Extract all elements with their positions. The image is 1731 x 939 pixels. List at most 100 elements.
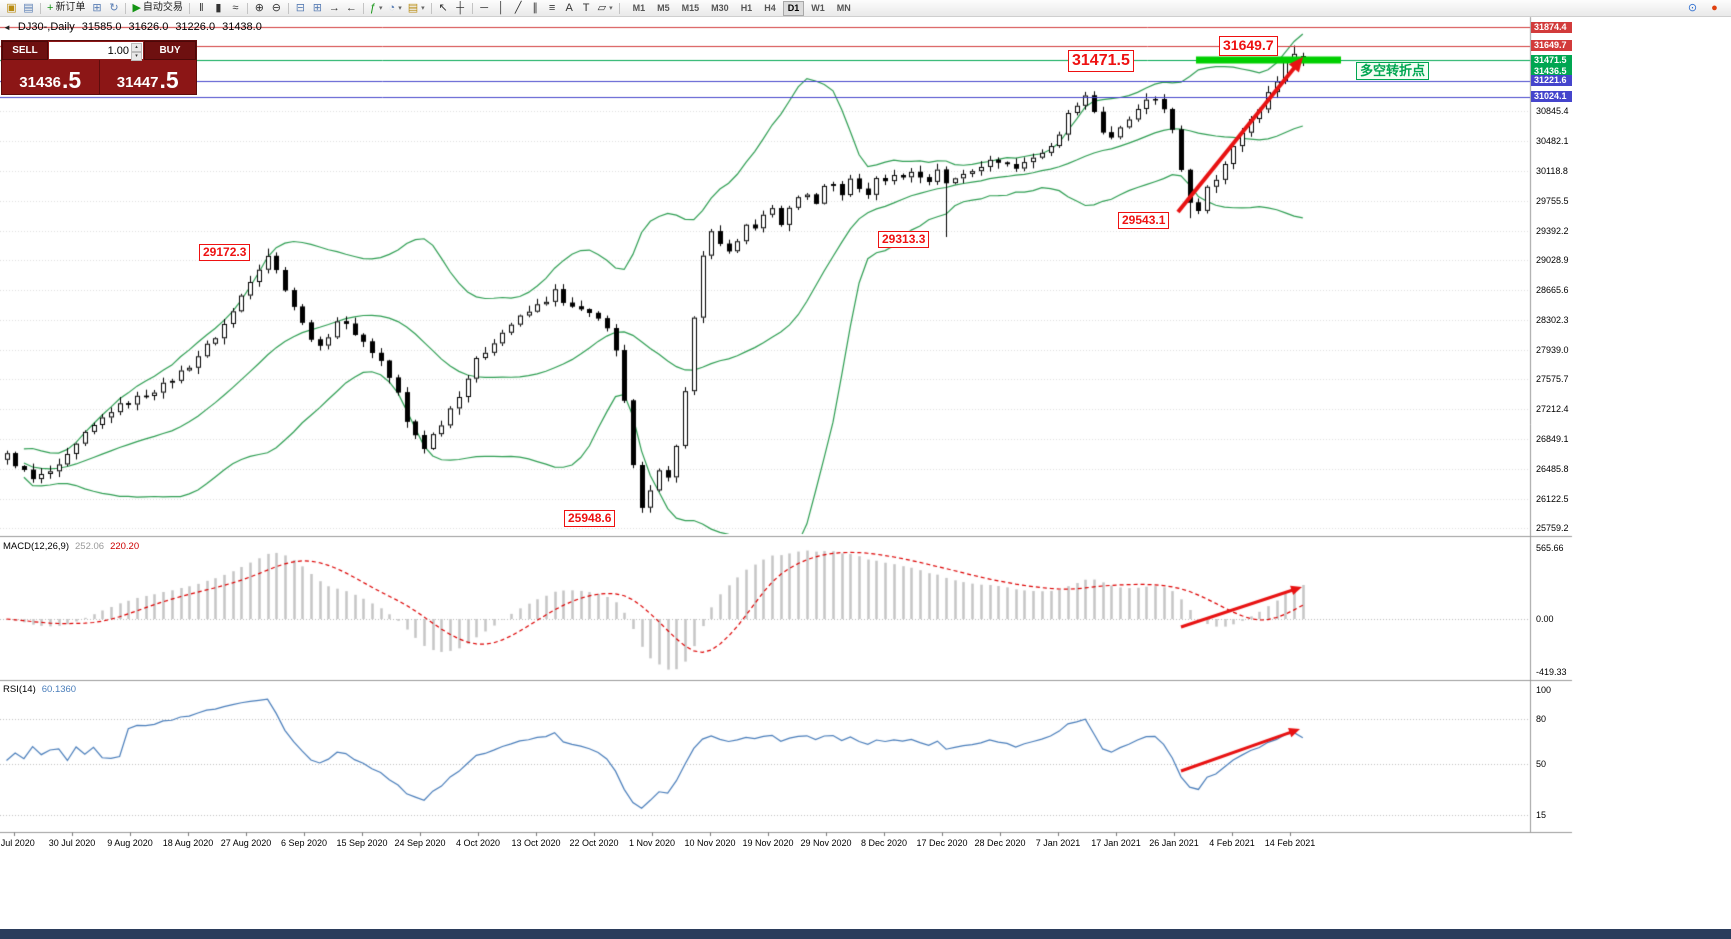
date-axis-label: 17 Jan 2021 <box>1091 838 1141 848</box>
auto-trading-button[interactable]: ▶ 自动交易 <box>129 1 185 16</box>
sell-price-pip: .5 <box>62 67 82 94</box>
macd-axis-label: 0.00 <box>1536 614 1554 624</box>
price-axis-label: 27939.0 <box>1536 344 1569 355</box>
rsi-axis-label: 50 <box>1536 758 1547 769</box>
price-line-label: 31436.5 <box>1531 66 1572 77</box>
timeframe-button-m30[interactable]: M30 <box>711 2 729 13</box>
zoom-in-icon[interactable]: ⊕ <box>251 1 268 16</box>
ohlc-high-value: 31626.0 <box>128 21 169 33</box>
chart-shift-icon-glyph: ← <box>345 1 357 14</box>
trendline-icon[interactable]: ╱ <box>510 1 527 16</box>
auto-scroll-icon[interactable]: → <box>326 1 343 16</box>
timeframe-button-h4[interactable]: H4 <box>764 2 776 13</box>
channel-icon[interactable]: ∥ <box>527 1 544 16</box>
toolbar-separator <box>430 2 432 14</box>
templates-icon[interactable]: ▤ ▾ <box>405 1 428 16</box>
price-annotation[interactable]: 29543.1 <box>1118 212 1170 229</box>
alerts-icon[interactable]: ● <box>1706 1 1723 16</box>
new-chart-icon-glyph: ▣ <box>6 1 17 14</box>
new-chart-icon[interactable]: ▣ <box>3 1 20 16</box>
zoom-out-icon[interactable]: ⊖ <box>268 1 285 16</box>
text-label-icon-glyph: T <box>582 1 590 14</box>
volume-decrease-button[interactable]: ▾ <box>131 52 142 61</box>
vertical-line-icon-glyph: │ <box>497 1 505 14</box>
new-order-button[interactable]: + 新订单 <box>44 1 88 16</box>
price-axis-label: 28665.6 <box>1536 285 1569 296</box>
candlestick-chart-icon[interactable]: ▮ <box>210 1 227 16</box>
bar-chart-icon-glyph: ‖ <box>199 1 204 14</box>
timeframe-toolbar: M1 M5 M15 M30 H1 H4 D1 W1 MN <box>627 0 857 16</box>
note-annotation[interactable]: 多空转折点 <box>1356 62 1430 81</box>
buy-button[interactable]: BUY <box>144 41 196 60</box>
indicators-icon[interactable]: ƒ ▾ <box>367 1 386 16</box>
refresh-icon[interactable]: ↻ <box>105 1 122 16</box>
timeframe-button-h1[interactable]: H1 <box>740 2 753 13</box>
buy-price-display[interactable]: 31447 .5 <box>100 60 197 94</box>
toolbar-separator <box>246 2 248 14</box>
vertical-line-icon[interactable]: │ <box>493 1 510 16</box>
date-axis-label: 4 Oct 2020 <box>455 838 501 848</box>
toolbar-separator <box>40 2 41 14</box>
price-annotation[interactable]: 29313.3 <box>878 231 930 248</box>
status-bar <box>0 929 1731 939</box>
text-icon[interactable]: A <box>561 1 578 16</box>
price-axis-label: 28302.3 <box>1536 314 1569 325</box>
date-axis-label: 27 Aug 2020 <box>220 838 272 848</box>
toolbar-separator <box>471 2 473 14</box>
main-toolbar: ▣ ▤ + 新订单 ⊞ ↻ ▶ 自动交易 ‖ ▮ ≈ ⊕ ⊖ ⊟ ⊞ → ← ƒ ▾ ◔ ▾ ▤ ▾ ↖ ┼ ─ │ ╱ ∥ ≡ A T ▱ ▾ M… <box>0 0 1731 17</box>
auto-trading-play-icon: ▶ <box>132 1 141 14</box>
trade-panel-prices-row: 31436 .5 31447 .5 <box>2 60 196 94</box>
timeframe-button-w1[interactable]: W1 <box>811 2 825 13</box>
cascade-windows-icon[interactable]: ⊞ <box>309 1 326 16</box>
periods-icon[interactable]: ◔ ▾ <box>386 1 405 16</box>
shapes-icon[interactable]: ▱ ▾ <box>595 1 616 16</box>
bar-chart-icon[interactable]: ‖ <box>193 1 210 16</box>
search-icon[interactable]: ⊙ <box>1684 1 1701 16</box>
channel-icon-glyph: ∥ <box>532 1 538 14</box>
chart-shift-icon[interactable]: ← <box>343 1 360 16</box>
price-line-label: 31874.4 <box>1531 21 1572 33</box>
price-axis-label: 26485.8 <box>1536 463 1569 474</box>
cursor-icon[interactable]: ↖ <box>435 1 452 16</box>
cursor-icon-glyph: ↖ <box>438 1 448 14</box>
horizontal-line-icon-glyph: ─ <box>480 1 489 14</box>
toolbar-separator <box>188 2 190 14</box>
dropdown-caret-icon: ▾ <box>421 4 425 12</box>
timeframe-button-mn[interactable]: MN <box>836 2 851 13</box>
price-axis-label: 26849.1 <box>1536 434 1569 444</box>
volume-increase-button[interactable]: ▴ <box>131 43 142 52</box>
sell-button[interactable]: SELL <box>2 41 48 60</box>
horizontal-line-icon[interactable]: ─ <box>476 1 493 16</box>
volume-spinner: ▴ ▾ <box>131 43 142 61</box>
timeframe-button-d1[interactable]: D1 <box>782 0 805 16</box>
chart-ohlc-readout: ◄ DJ30-,Daily 31585.0 31626.0 31226.0 31… <box>3 21 262 33</box>
timeframe-button-m5[interactable]: M5 <box>657 2 670 13</box>
price-annotation[interactable]: 25948.6 <box>564 510 616 527</box>
timeframe-button-m1[interactable]: M1 <box>632 2 646 13</box>
crosshair-icon[interactable]: ┼ <box>452 1 469 16</box>
indicators-icon-glyph: ƒ <box>369 1 377 14</box>
sell-price-display[interactable]: 31436 .5 <box>2 60 100 94</box>
price-line-label: 31471.5 <box>1531 54 1572 66</box>
text-label-icon[interactable]: T <box>578 1 595 16</box>
auto-trading-button-label: 自动交易 <box>142 2 183 13</box>
chart-window-icon-glyph: ⊞ <box>92 1 102 14</box>
profiles-icon[interactable]: ▤ <box>20 1 37 16</box>
price-axis-label: 30845.4 <box>1536 106 1569 117</box>
date-axis-label: 28 Dec 2020 <box>974 838 1026 848</box>
macd-axis-label: 565.66 <box>1536 542 1564 553</box>
timeframe-button-m15[interactable]: M15 <box>681 2 700 13</box>
chart-window-icon[interactable]: ⊞ <box>88 1 105 16</box>
cascade-windows-icon-glyph: ⊞ <box>312 1 323 14</box>
tile-windows-icon[interactable]: ⊟ <box>292 1 309 16</box>
price-annotation[interactable]: 31649.7 <box>1219 36 1278 56</box>
price-annotation[interactable]: 29172.3 <box>199 244 251 261</box>
fibonacci-icon[interactable]: ≡ <box>544 1 561 16</box>
profiles-icon-glyph: ▤ <box>23 1 34 14</box>
new-order-plus-icon: + <box>47 1 54 14</box>
volume-input[interactable] <box>49 42 143 59</box>
macd-main-value: 252.06 <box>75 541 105 552</box>
line-chart-icon[interactable]: ≈ <box>227 1 244 16</box>
price-annotation[interactable]: 31471.5 <box>1068 50 1134 72</box>
